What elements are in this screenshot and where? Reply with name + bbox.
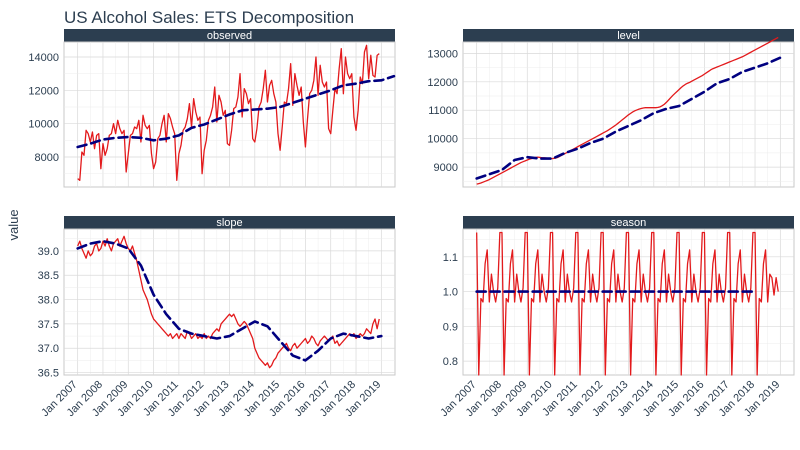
series-line-smooth-level bbox=[475, 56, 782, 180]
y-tick-label: 0.9 bbox=[443, 321, 458, 333]
panel-observed: observed 8000 10000 12000 14000 bbox=[28, 29, 396, 188]
panel-level: level 9000 10000 11000 12000 13000 bbox=[427, 29, 795, 188]
y-tick-label: 10000 bbox=[427, 134, 458, 146]
y-tick-label: 38.0 bbox=[38, 295, 59, 307]
y-tick-label: 1.1 bbox=[443, 252, 458, 264]
y-tick-label: 14000 bbox=[28, 52, 59, 64]
y-tick-label: 37.5 bbox=[38, 319, 59, 331]
facet-panels: observed 8000 10000 12000 14000 level 9000 1000… bbox=[28, 29, 795, 419]
series-line-actual-season bbox=[476, 231, 779, 376]
panel-strip-observed bbox=[64, 29, 395, 42]
y-tick-label: 9000 bbox=[434, 162, 458, 174]
panel-strip-season bbox=[463, 216, 794, 229]
panel-strip-label-season: season bbox=[611, 217, 646, 229]
y-tick-label: 1.0 bbox=[443, 287, 458, 299]
panel-strip-level bbox=[463, 29, 794, 42]
y-axis-label: value bbox=[6, 209, 21, 240]
panel-strip-label-level: level bbox=[617, 30, 640, 42]
y-tick-label: 8000 bbox=[35, 152, 59, 164]
y-tick-label: 36.5 bbox=[38, 368, 59, 380]
y-tick-label: 13000 bbox=[427, 48, 458, 60]
series-line-actual-observed bbox=[77, 44, 380, 181]
y-tick-label: 39.0 bbox=[38, 246, 59, 258]
series-line-smooth-observed bbox=[76, 74, 396, 149]
y-tick-label: 12000 bbox=[427, 77, 458, 89]
chart-title: US Alcohol Sales: ETS Decomposition bbox=[64, 8, 354, 27]
y-tick-label: 12000 bbox=[28, 85, 59, 97]
series-line-smooth-slope bbox=[76, 239, 383, 362]
panel-strip-slope bbox=[64, 216, 395, 229]
series-line-actual-level bbox=[476, 36, 779, 185]
y-tick-label: 38.5 bbox=[38, 270, 59, 282]
panel-strip-label-slope: slope bbox=[216, 217, 242, 229]
y-tick-label: 37.0 bbox=[38, 343, 59, 355]
panel-strip-label-observed: observed bbox=[207, 30, 252, 42]
y-tick-label: 10000 bbox=[28, 119, 59, 131]
y-tick-label: 0.8 bbox=[443, 356, 458, 368]
y-tick-label: 11000 bbox=[428, 105, 458, 117]
